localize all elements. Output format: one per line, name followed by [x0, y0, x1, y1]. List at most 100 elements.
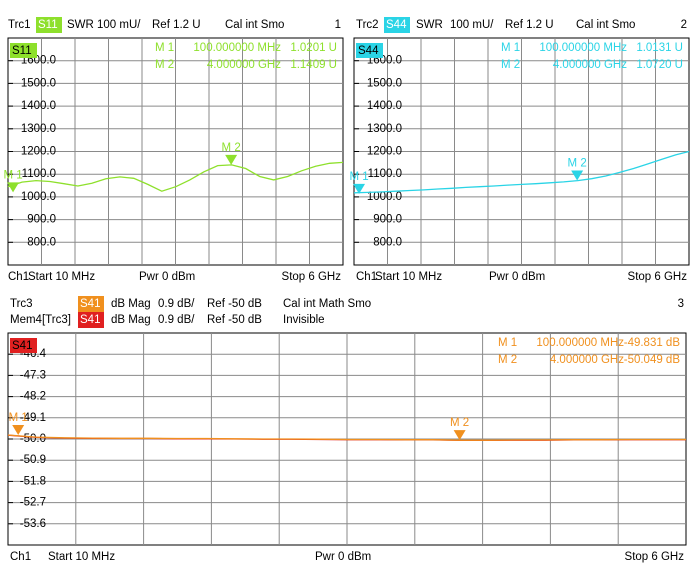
ref-level: Ref 1.2 U	[152, 19, 201, 31]
y-tick-label: 1400.0	[21, 100, 56, 112]
trace-name: Trc1	[8, 19, 31, 31]
scale: 100 mU/	[450, 19, 494, 31]
marker-readout-value: 1.0201 U	[290, 42, 337, 54]
y-tick-label: 1500.0	[21, 77, 56, 89]
footer-start: Start 10 MHz	[28, 271, 95, 283]
param-name: S11	[38, 19, 58, 31]
footer-start: Start 10 MHz	[375, 271, 442, 283]
plot-param-name: S11	[12, 45, 32, 57]
y-tick-label: 900.0	[373, 214, 402, 226]
marker-readout-stimulus: 100.000000 MHz	[539, 42, 627, 54]
channel-number: 3	[678, 298, 684, 310]
param-name: S41	[80, 298, 100, 310]
status: Invisible	[283, 314, 325, 326]
y-tick-label: -48.2	[20, 391, 46, 403]
marker-readout-value: -49.831 dB	[624, 337, 681, 349]
marker-readout-name: M 2	[501, 59, 520, 71]
y-tick-label: 900.0	[27, 214, 56, 226]
marker-readout-stimulus: 4.000000 GHz	[550, 354, 624, 366]
marker-triangle	[453, 430, 466, 441]
footer-start: Start 10 MHz	[48, 551, 115, 563]
format: dB Mag	[111, 314, 151, 326]
footer-stop: Stop 6 GHz	[625, 551, 685, 563]
plot-param-badge	[10, 43, 37, 58]
ref-level: Ref -50 dB	[207, 314, 262, 326]
format: SWR	[416, 19, 443, 31]
marker-readout-name: M 1	[501, 42, 520, 54]
marker-label: M 2	[450, 417, 469, 429]
footer-stop: Stop 6 GHz	[628, 271, 688, 283]
marker-label: M 1	[349, 171, 368, 183]
channel-number: 1	[335, 19, 341, 31]
marker-readout-value: -50.049 dB	[624, 354, 681, 366]
marker-triangle	[571, 170, 584, 181]
y-tick-label: 1200.0	[21, 146, 56, 158]
plot-param-name: S41	[12, 340, 32, 352]
y-tick-label: 1600.0	[367, 55, 402, 67]
y-tick-label: 1000.0	[21, 191, 56, 203]
marker-readout-name: M 1	[155, 42, 174, 54]
marker-readout-name: M 2	[498, 354, 517, 366]
trace-name: Trc3	[10, 298, 33, 310]
marker-label: M 2	[568, 158, 587, 170]
format: SWR	[67, 19, 94, 31]
param-name: S41	[80, 314, 100, 326]
trace-name: Mem4[Trc3]	[10, 314, 71, 326]
y-tick-label: -50.9	[20, 454, 46, 466]
channel-number: 2	[681, 19, 687, 31]
y-tick-label: -53.6	[20, 518, 46, 530]
footer-channel: Ch1	[10, 551, 31, 563]
marker-triangle	[7, 182, 20, 193]
param-name: S44	[386, 19, 407, 31]
marker-readout-stimulus: 100.000000 MHz	[193, 42, 281, 54]
y-tick-label: 1300.0	[367, 123, 402, 135]
scale: 100 mU/	[97, 19, 141, 31]
marker-readout-stimulus: 4.000000 GHz	[207, 59, 281, 71]
marker-label: M 2	[222, 142, 241, 154]
marker-readout-value: 1.0131 U	[636, 42, 683, 54]
plot-param-badge	[356, 43, 383, 58]
trace-line	[7, 434, 686, 441]
ref-level: Ref -50 dB	[207, 298, 262, 310]
marker-triangle	[12, 425, 25, 436]
y-tick-label: 1400.0	[367, 100, 402, 112]
param-badge	[78, 312, 104, 328]
y-tick-label: 1000.0	[367, 191, 402, 203]
trace-line	[7, 161, 344, 192]
param-badge	[36, 17, 62, 33]
footer-power: Pwr 0 dBm	[315, 551, 371, 563]
param-badge	[78, 296, 104, 312]
plot-param-badge	[10, 338, 37, 353]
marker-readout-name: M 1	[498, 337, 517, 349]
y-tick-label: 1100.0	[368, 168, 402, 180]
marker-label: M 1	[3, 169, 22, 181]
param-badge	[384, 17, 410, 33]
marker-readout-value: 1.0720 U	[636, 59, 683, 71]
y-tick-label: -51.8	[20, 475, 46, 487]
marker-label: M 1	[9, 412, 28, 424]
y-tick-label: 1200.0	[367, 146, 402, 158]
ref-level: Ref 1.2 U	[505, 19, 554, 31]
footer-stop: Stop 6 GHz	[282, 271, 342, 283]
y-tick-label: -49.1	[20, 412, 46, 424]
y-tick-label: -52.7	[20, 497, 46, 509]
y-tick-label: 800.0	[373, 236, 402, 248]
status: Cal int Smo	[225, 19, 284, 31]
scale: 0.9 dB/	[158, 314, 195, 326]
footer-channel: Ch1	[356, 271, 377, 283]
status: Cal int Math Smo	[283, 298, 371, 310]
plot-param-name: S44	[358, 45, 379, 57]
y-tick-label: 1100.0	[22, 168, 56, 180]
marker-readout-name: M 2	[155, 59, 174, 71]
y-tick-label: -47.3	[20, 369, 46, 381]
trace-name: Trc2	[356, 19, 379, 31]
y-tick-label: 800.0	[27, 236, 56, 248]
marker-triangle	[225, 154, 238, 165]
footer-power: Pwr 0 dBm	[139, 271, 195, 283]
y-tick-label: 1500.0	[367, 77, 402, 89]
format: dB Mag	[111, 298, 151, 310]
footer-power: Pwr 0 dBm	[489, 271, 545, 283]
footer-channel: Ch1	[8, 271, 29, 283]
marker-readout-stimulus: 100.000000 MHz	[536, 337, 624, 349]
trace-line	[353, 150, 690, 194]
